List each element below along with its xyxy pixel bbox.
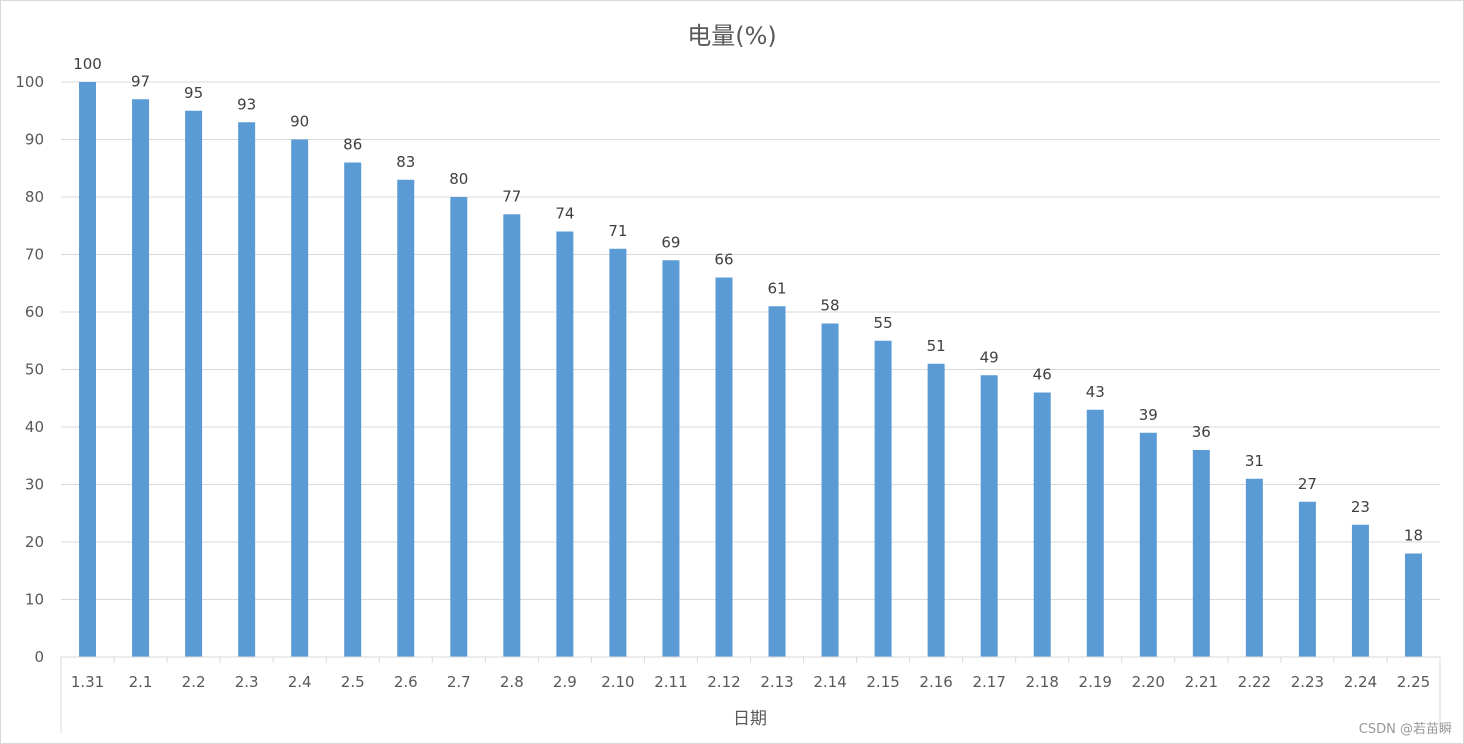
- x-tick-label: 2.5: [341, 673, 365, 691]
- data-label: 23: [1351, 498, 1370, 516]
- x-tick-label: 2.24: [1344, 673, 1377, 691]
- data-label: 95: [184, 84, 203, 102]
- bar: [397, 179, 415, 657]
- x-tick-label: 2.3: [235, 673, 259, 691]
- watermark: CSDN @若苗瞬: [1359, 721, 1452, 737]
- x-axis: 1.31 2.1 2.2 2.3 2.4 2.5 2.6 2.7 2.8 2.9 2.10 2.11 2…: [60, 656, 1441, 733]
- y-tick-label: 80: [25, 188, 44, 206]
- x-tick-label: 2.20: [1132, 673, 1165, 691]
- x-tick-label: 2.23: [1291, 673, 1324, 691]
- data-label: 69: [661, 233, 680, 251]
- x-tick-label: 2.21: [1185, 673, 1218, 691]
- data-label: 83: [396, 153, 415, 171]
- x-tick-label: 2.17: [972, 673, 1005, 691]
- data-label: 86: [343, 136, 362, 154]
- data-label: 58: [821, 297, 840, 315]
- data-label: 74: [555, 205, 574, 223]
- data-label: 97: [131, 72, 150, 90]
- data-label: 77: [502, 187, 521, 205]
- data-label: 71: [608, 222, 627, 240]
- bar: [450, 197, 468, 657]
- data-label: 93: [237, 95, 256, 113]
- data-label: 46: [1033, 366, 1052, 384]
- bar: [662, 260, 680, 657]
- bar: [1404, 553, 1422, 657]
- x-tick-label: 2.9: [553, 673, 577, 691]
- bar: [1192, 450, 1210, 657]
- bar: [768, 306, 786, 657]
- bars: [79, 82, 1422, 657]
- bar: [821, 323, 839, 657]
- x-tick-label: 2.1: [129, 673, 153, 691]
- bar: [927, 363, 945, 657]
- x-tick-label: 2.4: [288, 673, 312, 691]
- x-tick-label: 2.7: [447, 673, 471, 691]
- bar: [715, 277, 733, 657]
- y-tick-label: 50: [25, 361, 44, 379]
- bar: [1086, 409, 1104, 657]
- y-tick-label: 70: [25, 246, 44, 264]
- y-tick-label: 0: [34, 648, 44, 666]
- x-tick-label: 2.11: [654, 673, 687, 691]
- y-tick-label: 10: [25, 591, 44, 609]
- x-tick-label: 2.19: [1079, 673, 1112, 691]
- chart-title: 电量(%): [687, 22, 777, 50]
- x-axis-title: 日期: [733, 709, 767, 729]
- data-label: 66: [714, 251, 733, 269]
- bar: [1139, 432, 1157, 657]
- data-label: 36: [1192, 423, 1211, 441]
- bar: [79, 82, 97, 657]
- x-tick-label: 2.25: [1397, 673, 1430, 691]
- data-label: 61: [767, 279, 786, 297]
- data-label: 100: [73, 55, 102, 73]
- bar: [1298, 501, 1316, 657]
- data-label: 43: [1086, 383, 1105, 401]
- data-labels: 100 97 95 93 90 86 83 80 77 74 71 69 66 61 58 55 51 49 46 4…: [73, 55, 1423, 545]
- bar: [1351, 524, 1369, 657]
- y-tick-label: 60: [25, 303, 44, 321]
- bar: [185, 110, 203, 657]
- y-tick-label: 40: [25, 418, 44, 436]
- data-label: 18: [1404, 527, 1423, 545]
- x-tick-label: 2.2: [182, 673, 206, 691]
- bar: [344, 162, 362, 657]
- bar: [874, 340, 892, 657]
- x-tick-label: 2.12: [707, 673, 740, 691]
- bar: [291, 139, 309, 657]
- data-label: 90: [290, 113, 309, 131]
- data-label: 39: [1139, 406, 1158, 424]
- y-axis-ticks: 0 10 20 30 40 50 60 70 80 90 100: [15, 73, 44, 666]
- gridlines: [61, 81, 1440, 600]
- bar: [609, 248, 627, 657]
- x-tick-label: 2.16: [919, 673, 952, 691]
- x-tick-label: 2.6: [394, 673, 418, 691]
- bar: [238, 122, 256, 657]
- bar: [1033, 392, 1051, 657]
- y-tick-label: 20: [25, 533, 44, 551]
- y-tick-label: 30: [25, 476, 44, 494]
- x-tick-label: 2.18: [1026, 673, 1059, 691]
- y-tick-label: 100: [15, 73, 44, 91]
- bar: [1245, 478, 1263, 657]
- x-tick-label: 1.31: [71, 673, 104, 691]
- data-label: 27: [1298, 475, 1317, 493]
- data-label: 55: [874, 314, 893, 332]
- x-tick-label: 2.15: [866, 673, 899, 691]
- bar: [503, 214, 521, 657]
- x-tick-label: 2.14: [813, 673, 846, 691]
- bar: [556, 231, 574, 657]
- bar: [980, 375, 998, 657]
- data-label: 51: [927, 337, 946, 355]
- data-label: 80: [449, 170, 468, 188]
- data-label: 31: [1245, 452, 1264, 470]
- data-label: 49: [980, 348, 999, 366]
- x-tick-label: 2.13: [760, 673, 793, 691]
- x-tick-label: 2.8: [500, 673, 524, 691]
- y-tick-label: 90: [25, 131, 44, 149]
- x-tick-label: 2.10: [601, 673, 634, 691]
- x-tick-label: 2.22: [1238, 673, 1271, 691]
- bar: [132, 99, 150, 657]
